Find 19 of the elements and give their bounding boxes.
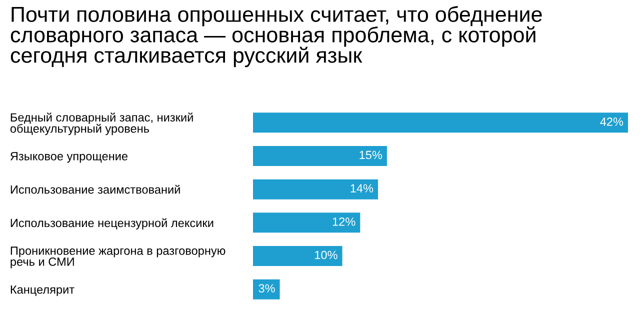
data-label: 10% [315,250,338,260]
bar [253,112,628,133]
data-label: 42% [600,117,624,126]
y-tick-label: Бедный словарный запас, низкий общекультурный уровень [10,112,193,136]
bar [253,146,387,166]
data-label: 15% [360,150,382,160]
y-tick-label: Использование заимствований [10,184,180,194]
y-tick-label: Использование нецензурной лексики [10,218,214,230]
bar [253,279,280,300]
y-tick-label: Языковое упрощение [10,152,128,163]
chart-title: Почти половина опрошенных считает, что обеднение словарного запаса — основная проблема, с которой сегодня сталкивается русский язык [10,6,542,68]
data-label: 14% [350,184,374,192]
y-tick-label: Канцелярит [10,285,74,296]
data-label: 3% [258,284,275,292]
y-tick-label: Проникновение жаргона в разговорную речь и СМИ [10,246,226,268]
bar [253,179,378,200]
bar [253,212,360,233]
bar [253,246,342,266]
data-label: 12% [332,217,356,226]
